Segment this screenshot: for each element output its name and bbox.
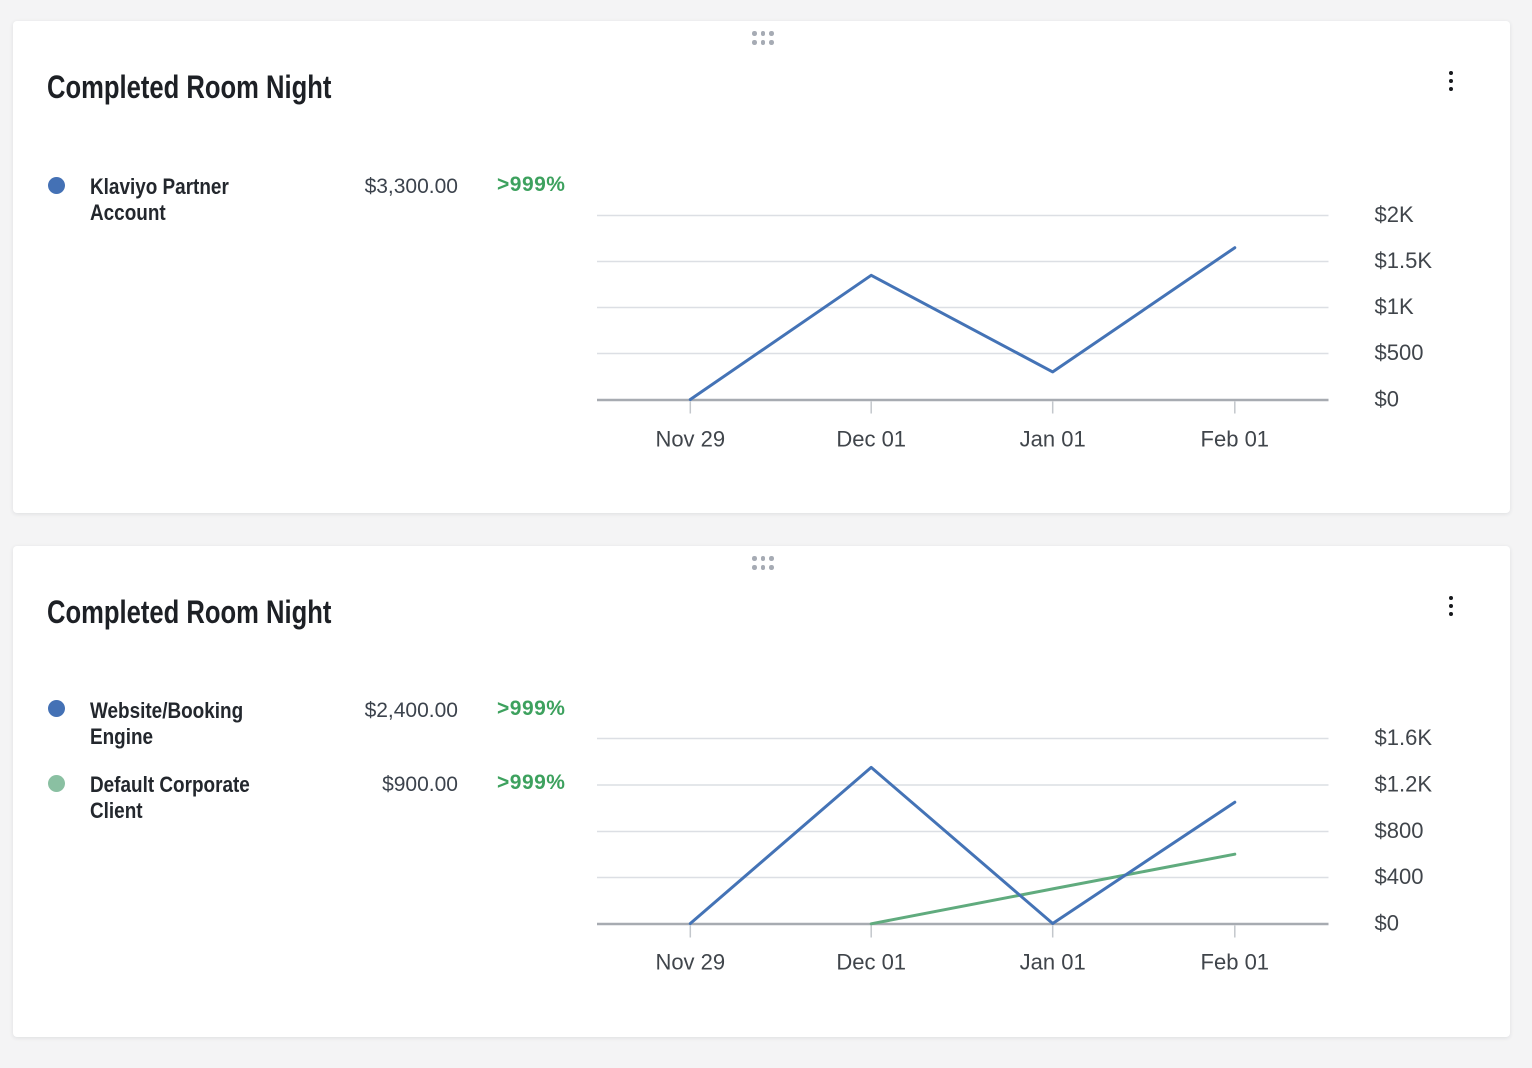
svg-text:Nov 29: Nov 29 [655, 950, 725, 975]
svg-text:$1.2K: $1.2K [1375, 772, 1433, 797]
svg-text:$500: $500 [1375, 340, 1424, 365]
svg-text:$1.5K: $1.5K [1375, 248, 1433, 273]
svg-text:Jan 01: Jan 01 [1020, 950, 1086, 975]
svg-text:$1K: $1K [1375, 294, 1414, 319]
svg-text:$800: $800 [1375, 818, 1424, 843]
svg-text:$1.6K: $1.6K [1375, 725, 1433, 750]
svg-text:Dec 01: Dec 01 [836, 950, 906, 975]
svg-text:Feb 01: Feb 01 [1201, 427, 1270, 452]
svg-text:Jan 01: Jan 01 [1020, 427, 1086, 452]
svg-text:Feb 01: Feb 01 [1201, 950, 1270, 975]
svg-text:$400: $400 [1375, 864, 1424, 889]
svg-text:$2K: $2K [1375, 202, 1414, 227]
svg-text:Nov 29: Nov 29 [655, 427, 725, 452]
svg-text:Dec 01: Dec 01 [836, 427, 906, 452]
svg-text:$0: $0 [1375, 387, 1399, 412]
svg-text:$0: $0 [1375, 911, 1399, 936]
